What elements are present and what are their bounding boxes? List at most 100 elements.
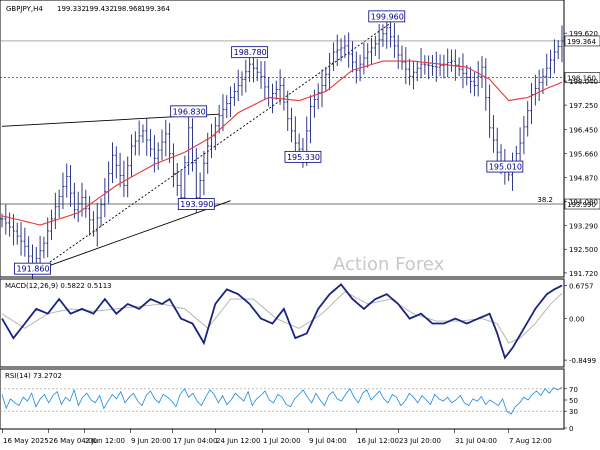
current-price-text: 199.364	[567, 38, 596, 46]
ohlc-bar	[469, 66, 473, 94]
ohlc-bar	[187, 115, 191, 176]
ohlc-bar	[126, 156, 130, 198]
time-tick-label: 26 May 04:00	[49, 437, 97, 445]
ohlc-bar	[560, 25, 564, 63]
ohlc-bar	[91, 211, 95, 237]
time-tick-label: 9 Jun 20:00	[131, 437, 171, 445]
ohlc-bar	[72, 182, 76, 219]
price-annotation: 195.330	[284, 150, 322, 163]
annotation-label: 195.010	[489, 163, 522, 172]
ohlc-bar	[110, 142, 114, 183]
ohlc-close: 199.364	[141, 5, 170, 13]
ohlc-bar	[396, 34, 400, 70]
ohlc-bar	[95, 203, 99, 247]
ohlc-bar	[316, 83, 320, 110]
ohlc-bar	[118, 152, 122, 188]
ohlc-bar	[114, 146, 118, 179]
macd-series	[1, 283, 563, 360]
rsi-line	[1, 386, 563, 415]
ohlc-bar	[427, 55, 431, 80]
ohlc-bar	[339, 38, 343, 62]
ohlc-bar	[347, 32, 351, 68]
ohlc-bar	[145, 117, 149, 156]
ohlc-bar	[236, 69, 240, 102]
ohlc-bar	[461, 53, 465, 89]
ohlc-bar	[419, 48, 423, 79]
price-tick-label: 193.290	[569, 222, 598, 230]
macd-line	[1, 283, 563, 360]
ohlc-bar	[362, 42, 366, 75]
ohlc-bar	[99, 198, 103, 227]
ohlc-bar	[76, 191, 80, 223]
trendline-1	[39, 200, 231, 270]
rsi-pane: RSI(14) 73.2702 70 50 30 0	[0, 368, 578, 433]
annotation-label: 196.830	[173, 107, 206, 116]
rsi-label: RSI(14) 73.2702	[5, 372, 62, 380]
macd-tick-label: -0.8499	[569, 357, 596, 365]
price-tick-label: 196.450	[569, 126, 598, 134]
ohlc-bar	[11, 214, 15, 246]
current-price-tag: 199.364	[564, 35, 600, 47]
ohlc-bar	[293, 116, 297, 154]
ohlc-bar	[526, 101, 530, 137]
time-tick-label: 16 Jul 12:00	[357, 437, 399, 445]
ohlc-bar	[366, 43, 370, 68]
annotation-label: 193.990	[180, 200, 213, 209]
price-axis: 198.160 193.990 199.620 198.040 197.250 196.4…	[564, 30, 600, 278]
price-pane: Action Forex 38.2 GBPJPY,H4 199.332 199.…	[0, 0, 600, 281]
ohlc-bar	[164, 119, 168, 157]
ohlc-bar	[450, 49, 454, 72]
annotation-label: 191.860	[16, 265, 49, 274]
ohlc-bar	[434, 51, 438, 82]
ohlc-bar	[255, 58, 259, 81]
price-annotation: 196.830	[170, 105, 208, 118]
annotation-label: 199.960	[371, 12, 404, 21]
time-tick-label: 7 Aug 12:00	[509, 437, 552, 445]
ohlc-bar	[343, 35, 347, 58]
ohlc-low: 198.968	[113, 5, 142, 13]
price-annotation: 198.780	[231, 46, 269, 59]
ohlc-bar	[46, 217, 50, 258]
annotation-box	[368, 10, 406, 23]
ohlc-open: 199.332	[57, 5, 86, 13]
ohlc-bar	[141, 124, 145, 143]
annotation-box	[177, 198, 215, 210]
ohlc-bar	[69, 165, 73, 207]
annotation-label: 195.330	[287, 153, 320, 162]
ohlc-bar	[133, 131, 137, 156]
ohlc-bar	[80, 182, 84, 217]
ohlc-bar	[556, 40, 560, 60]
ohlc-bar	[50, 209, 54, 241]
ohlc-bar	[221, 94, 225, 132]
macd-pane: MACD(12,26,9) 0.5822 0.5113 0.6757 0.00 -0…	[0, 278, 596, 368]
ohlc-bar	[309, 95, 313, 144]
level-tag-text: 193.990	[567, 201, 596, 209]
ohlc-bar	[488, 84, 492, 138]
rsi-series	[0, 386, 564, 415]
rsi-tick-label: 50	[569, 397, 578, 405]
ohlc-bar	[160, 129, 164, 161]
ohlc-bar	[480, 56, 484, 88]
macd-tick-label: 0.6757	[569, 283, 594, 291]
ohlc-bar	[328, 52, 332, 91]
ohlc-bar	[290, 107, 294, 143]
price-series	[0, 15, 564, 281]
price-tick-label: 195.660	[569, 150, 598, 158]
price-annotation: 193.990	[177, 198, 215, 210]
ohlc-bar	[274, 80, 278, 100]
price-tick-label: 199.620	[569, 30, 598, 38]
level-tag-box	[564, 72, 600, 83]
fib-label: 38.2	[537, 196, 553, 204]
ohlc-bar	[225, 95, 229, 119]
price-tick-label: 194.080	[569, 198, 598, 206]
ohlc-bar	[324, 66, 328, 92]
annotation-box	[486, 160, 524, 173]
level-tag-box	[564, 198, 600, 210]
ohlc-bar	[103, 178, 107, 218]
rsi-tick-label: 0	[569, 425, 573, 433]
ohlc-bar	[84, 189, 88, 218]
ohlc-bar	[377, 23, 381, 60]
time-tick-label: 16 May 2025	[3, 437, 49, 445]
ohlc-bar	[522, 116, 526, 155]
ohlc-bar	[385, 17, 389, 49]
